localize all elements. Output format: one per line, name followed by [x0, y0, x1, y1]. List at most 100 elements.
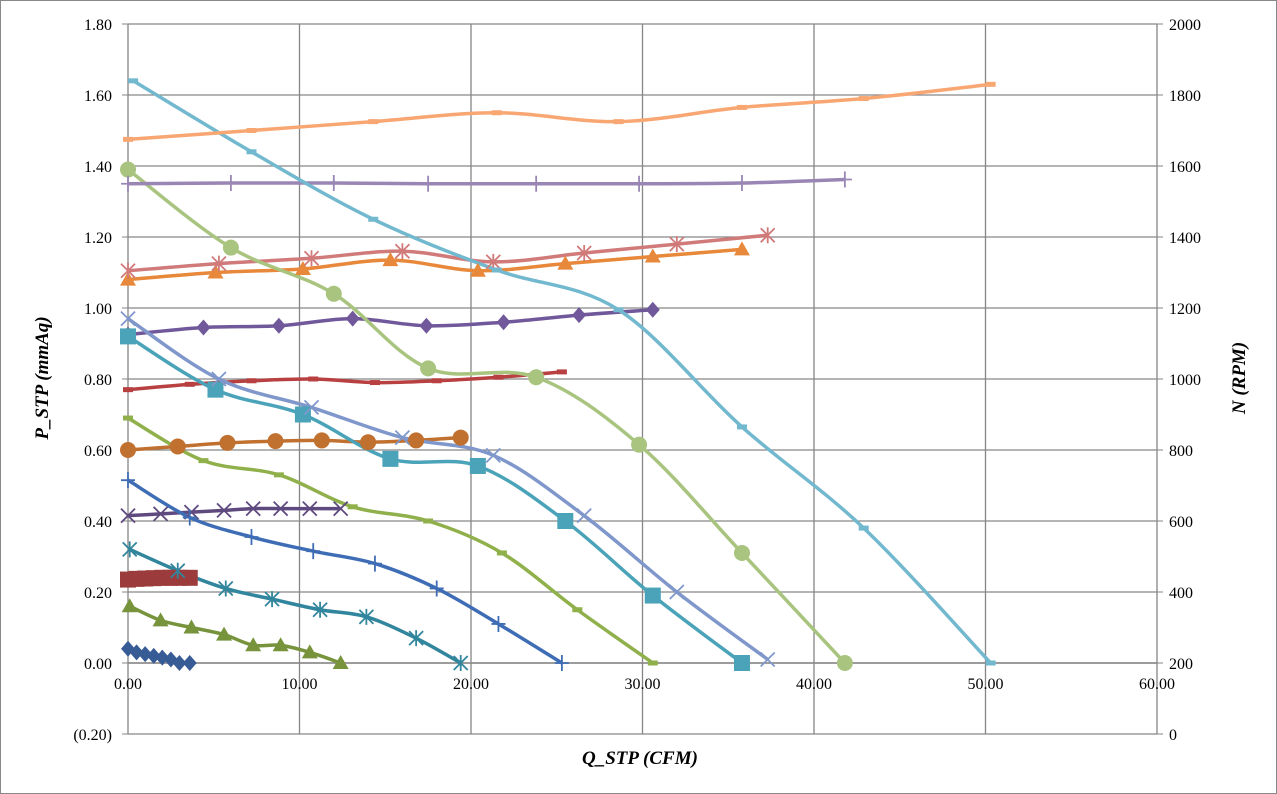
- data-point-triangle: [644, 248, 661, 263]
- y2-tick-label: 1600: [1169, 159, 1201, 176]
- y-tick-label: 1.60: [84, 88, 112, 105]
- data-point-triangle: [382, 252, 399, 267]
- data-point-plus: [429, 580, 444, 597]
- data-point-asterisk: [303, 250, 320, 267]
- x-tick-label: 50.00: [968, 676, 1004, 693]
- data-point-x: [152, 506, 169, 522]
- data-point-circle: [452, 429, 469, 446]
- y2-tick-label: 0: [1169, 727, 1177, 744]
- y2-tick-label: 2000: [1169, 17, 1201, 34]
- data-point-diamond: [645, 301, 660, 318]
- gridlines: [122, 23, 1163, 735]
- x-tick-label: 20.00: [453, 676, 489, 693]
- y-axis-title: P_STP (mmAq): [32, 316, 53, 440]
- y-tick-label: 0.00: [84, 656, 112, 673]
- markers-P3: [122, 541, 469, 671]
- data-point-plus: [491, 615, 506, 632]
- data-point-circle: [836, 655, 853, 671]
- data-point-asterisk: [576, 244, 592, 261]
- series-line-N5: [127, 308, 653, 337]
- markers-N7: [120, 227, 776, 279]
- data-point-square: [557, 513, 574, 529]
- data-point-asterisk: [408, 630, 424, 647]
- x-tick-label: 10.00: [282, 676, 318, 693]
- y-tick-label: 1.00: [84, 301, 112, 318]
- data-point-diamond: [155, 649, 170, 666]
- data-point-asterisk: [358, 608, 375, 625]
- data-point-square: [181, 569, 198, 586]
- markers-N4: [123, 369, 567, 393]
- y-tick-label: 0.80: [84, 372, 112, 389]
- data-point-triangle: [152, 612, 169, 627]
- data-point-plus: [306, 543, 321, 560]
- data-point-plus: [121, 175, 135, 192]
- series-line-N7: [127, 233, 768, 273]
- data-point-circle: [313, 432, 330, 449]
- data-point-circle: [631, 436, 648, 453]
- data-point-circle: [420, 360, 437, 377]
- data-point-diamond: [572, 307, 587, 324]
- x-tick-label: 30.00: [625, 676, 661, 693]
- data-point-x: [302, 500, 318, 517]
- data-point-asterisk: [170, 562, 186, 579]
- data-point-diamond: [138, 646, 153, 663]
- series-line-P3: [129, 547, 462, 665]
- data-point-triangle: [294, 260, 311, 275]
- data-point-circle: [408, 432, 425, 449]
- series-line-N9: [127, 82, 991, 142]
- data-point-plus: [244, 528, 259, 545]
- data-point-triangle: [272, 637, 289, 652]
- data-point-x: [669, 584, 685, 600]
- markers-P8: [120, 161, 853, 671]
- series-line-N8: [127, 177, 845, 186]
- data-point-plus: [837, 171, 852, 188]
- y2-axis-title: N (RPM): [1229, 342, 1250, 415]
- y2-tick-label: 1200: [1169, 301, 1201, 318]
- y2-tick-label: 1400: [1169, 230, 1201, 247]
- y2-tick-label: 1800: [1169, 88, 1201, 105]
- data-point-circle: [222, 239, 239, 256]
- data-point-square: [207, 381, 224, 398]
- data-point-diamond: [172, 655, 187, 671]
- data-point-diamond: [271, 317, 286, 334]
- data-point-square: [644, 587, 661, 604]
- data-point-asterisk: [120, 262, 136, 279]
- data-point-x: [760, 651, 776, 668]
- data-point-triangle: [216, 626, 233, 641]
- markers-P6: [120, 328, 750, 671]
- data-point-asterisk: [760, 227, 776, 244]
- data-point-diamond: [129, 644, 144, 661]
- data-point-circle: [360, 434, 377, 451]
- series-markers: [120, 78, 996, 671]
- data-point-asterisk: [485, 253, 501, 270]
- data-point-square: [120, 328, 136, 345]
- data-point-triangle: [207, 264, 224, 279]
- data-point-x: [333, 500, 349, 517]
- data-point-x: [216, 502, 232, 518]
- x-tick-label: 60.00: [1139, 676, 1175, 693]
- x-tick-label: 40.00: [796, 676, 832, 693]
- markers-N8: [121, 171, 852, 192]
- data-point-circle: [267, 433, 284, 450]
- data-point-asterisk: [312, 601, 328, 618]
- data-point-plus: [223, 175, 238, 192]
- data-point-asterisk: [669, 236, 685, 253]
- data-point-circle: [120, 161, 136, 178]
- data-point-diamond: [419, 317, 434, 334]
- data-point-diamond: [182, 655, 197, 671]
- y2-tick-label: 200: [1169, 656, 1193, 673]
- data-point-plus: [734, 175, 749, 192]
- data-point-x: [576, 508, 592, 524]
- data-point-triangle: [557, 255, 574, 270]
- y-tick-label: 0.60: [84, 443, 112, 460]
- data-point-plus: [632, 175, 647, 192]
- data-point-x: [120, 311, 136, 327]
- data-point-circle: [219, 434, 236, 451]
- y-tick-label: 1.20: [84, 230, 112, 247]
- markers-N1: [120, 569, 198, 588]
- data-point-x: [394, 429, 411, 446]
- y-tick-label: 1.40: [84, 159, 112, 176]
- markers-P9: [128, 78, 996, 666]
- data-point-plus: [121, 472, 135, 489]
